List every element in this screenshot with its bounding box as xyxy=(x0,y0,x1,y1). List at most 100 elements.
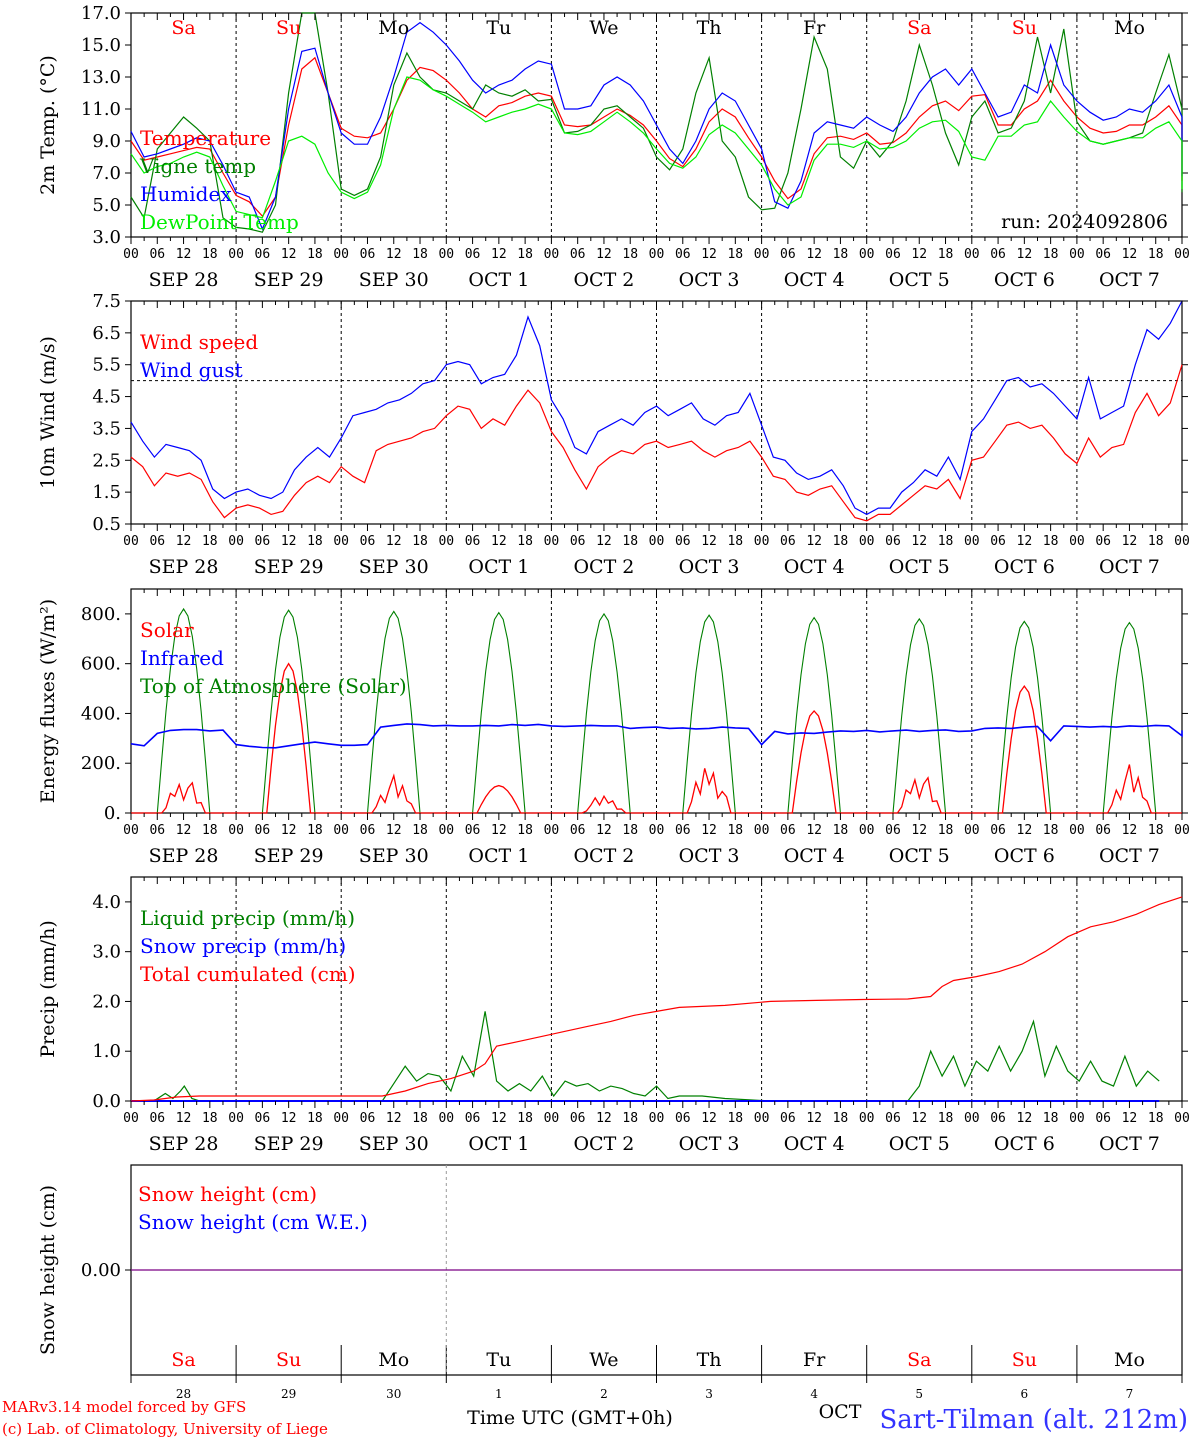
hour-tick-label: 00 xyxy=(649,247,665,262)
hour-tick-label: 12 xyxy=(281,823,297,838)
hour-tick-label: 18 xyxy=(517,1111,533,1126)
hour-tick-label: 12 xyxy=(176,1111,192,1126)
y-tick-label: 0.00 xyxy=(81,1260,121,1281)
hour-tick-label: 06 xyxy=(990,247,1006,262)
y-tick-label: 3.5 xyxy=(92,418,121,439)
weekday-label: Sa xyxy=(907,17,931,39)
hour-tick-label: 18 xyxy=(1148,247,1164,262)
hour-tick-label: 06 xyxy=(149,534,165,549)
date-label: OCT 6 xyxy=(994,556,1055,578)
hour-tick-label: 06 xyxy=(885,1111,901,1126)
hour-tick-label: 18 xyxy=(622,534,638,549)
day-number: 29 xyxy=(281,1387,296,1401)
hour-tick-label: 18 xyxy=(307,823,323,838)
hour-tick-label: 06 xyxy=(149,1111,165,1126)
hour-tick-label: 00 xyxy=(964,823,980,838)
date-label: OCT 4 xyxy=(784,556,845,578)
hour-tick-label: 12 xyxy=(911,534,927,549)
hour-tick-label: 18 xyxy=(727,247,743,262)
y-tick-label: 5.5 xyxy=(92,355,121,376)
series-line xyxy=(130,12,1183,233)
hour-tick-label: 18 xyxy=(202,1111,218,1126)
hour-tick-label: 18 xyxy=(622,823,638,838)
legend-entry: Snow precip (mm/h) xyxy=(140,934,346,958)
date-label: OCT 7 xyxy=(1099,1133,1160,1155)
weekday-label: Mo xyxy=(378,17,409,39)
series-line xyxy=(130,896,1183,1102)
hour-tick-label: 12 xyxy=(386,247,402,262)
date-label: OCT 1 xyxy=(468,1133,529,1155)
x-axis-label: Time UTC (GMT+0h) xyxy=(467,1407,673,1429)
hour-tick-label: 12 xyxy=(1122,534,1138,549)
hour-tick-label: 12 xyxy=(596,1111,612,1126)
hour-tick-label: 18 xyxy=(1043,534,1059,549)
date-label: OCT 7 xyxy=(1099,845,1160,867)
hour-tick-label: 00 xyxy=(228,247,244,262)
hour-tick-label: 12 xyxy=(911,823,927,838)
weekday-label: Tu xyxy=(486,17,511,39)
hour-tick-label: 18 xyxy=(412,1111,428,1126)
hour-tick-label: 18 xyxy=(727,823,743,838)
day-number: 7 xyxy=(1126,1387,1134,1401)
hour-tick-label: 00 xyxy=(438,823,454,838)
hour-tick-label: 12 xyxy=(1017,534,1033,549)
hour-tick-label: 18 xyxy=(622,1111,638,1126)
y-tick-label: 4.5 xyxy=(92,387,121,408)
hour-tick-label: 06 xyxy=(149,247,165,262)
hour-tick-label: 06 xyxy=(1095,1111,1111,1126)
date-label: OCT 2 xyxy=(573,556,634,578)
hour-tick-label: 12 xyxy=(911,1111,927,1126)
weekday-label: We xyxy=(589,17,618,39)
hour-tick-label: 06 xyxy=(885,823,901,838)
hour-tick-label: 00 xyxy=(544,247,560,262)
hour-tick-label: 12 xyxy=(596,534,612,549)
hour-tick-label: 12 xyxy=(491,534,507,549)
weekday-label: Tu xyxy=(486,1349,511,1371)
weekday-label: Sa xyxy=(907,1349,931,1371)
y-tick-label: 5.0 xyxy=(92,195,121,216)
y-tick-label: 2.5 xyxy=(92,450,121,471)
date-label: OCT 6 xyxy=(994,269,1055,291)
hour-tick-label: 06 xyxy=(1095,534,1111,549)
hour-tick-label: 12 xyxy=(806,823,822,838)
hour-tick-label: 12 xyxy=(386,1111,402,1126)
weekday-label: Mo xyxy=(1114,1349,1145,1371)
weekday-label: Sa xyxy=(171,17,195,39)
series-line xyxy=(130,56,1183,218)
weekday-label: We xyxy=(589,1349,618,1371)
y-tick-label: 13.0 xyxy=(81,67,121,88)
hour-tick-label: 00 xyxy=(859,534,875,549)
hour-tick-label: 00 xyxy=(438,247,454,262)
hour-tick-label: 18 xyxy=(202,247,218,262)
hour-tick-label: 18 xyxy=(938,534,954,549)
hour-tick-label: 18 xyxy=(202,823,218,838)
panel-snow: 0.00 Snow height (cm) Snow height (cm) Snow… xyxy=(37,1164,1183,1429)
y-tick-label: 1.5 xyxy=(92,482,121,503)
date-label: SEP 29 xyxy=(254,556,324,578)
hour-tick-label: 06 xyxy=(780,1111,796,1126)
hour-tick-label: 18 xyxy=(833,823,849,838)
hour-tick-label: 18 xyxy=(1148,823,1164,838)
hour-tick-label: 06 xyxy=(990,534,1006,549)
y-tick-label: 3.0 xyxy=(92,227,121,248)
hour-tick-label: 12 xyxy=(1122,1111,1138,1126)
hour-tick-label: 00 xyxy=(123,247,139,262)
hour-tick-label: 00 xyxy=(544,534,560,549)
hour-tick-label: 00 xyxy=(754,823,770,838)
y-axis-label: Snow height (cm) xyxy=(37,1185,59,1355)
y-tick-label: 7.0 xyxy=(92,163,121,184)
date-label: OCT 5 xyxy=(889,1133,950,1155)
legend-entry: Snow height (cm W.E.) xyxy=(138,1210,368,1234)
hour-tick-label: 12 xyxy=(701,1111,717,1126)
hour-tick-label: 18 xyxy=(938,1111,954,1126)
hour-tick-label: 18 xyxy=(307,247,323,262)
y-tick-label: 0.0 xyxy=(92,1091,121,1112)
hour-tick-label: 06 xyxy=(570,823,586,838)
hour-tick-label: 00 xyxy=(649,534,665,549)
hour-tick-label: 06 xyxy=(990,1111,1006,1126)
panel-temperature: 3.0 5.0 7.0 9.0 11.0 13.0 15.0 17.0 2m Temp. (°C… xyxy=(37,3,1190,291)
y-tick-label: 6.5 xyxy=(92,323,121,344)
hour-tick-label: 06 xyxy=(255,247,271,262)
hour-tick-label: 06 xyxy=(1095,823,1111,838)
